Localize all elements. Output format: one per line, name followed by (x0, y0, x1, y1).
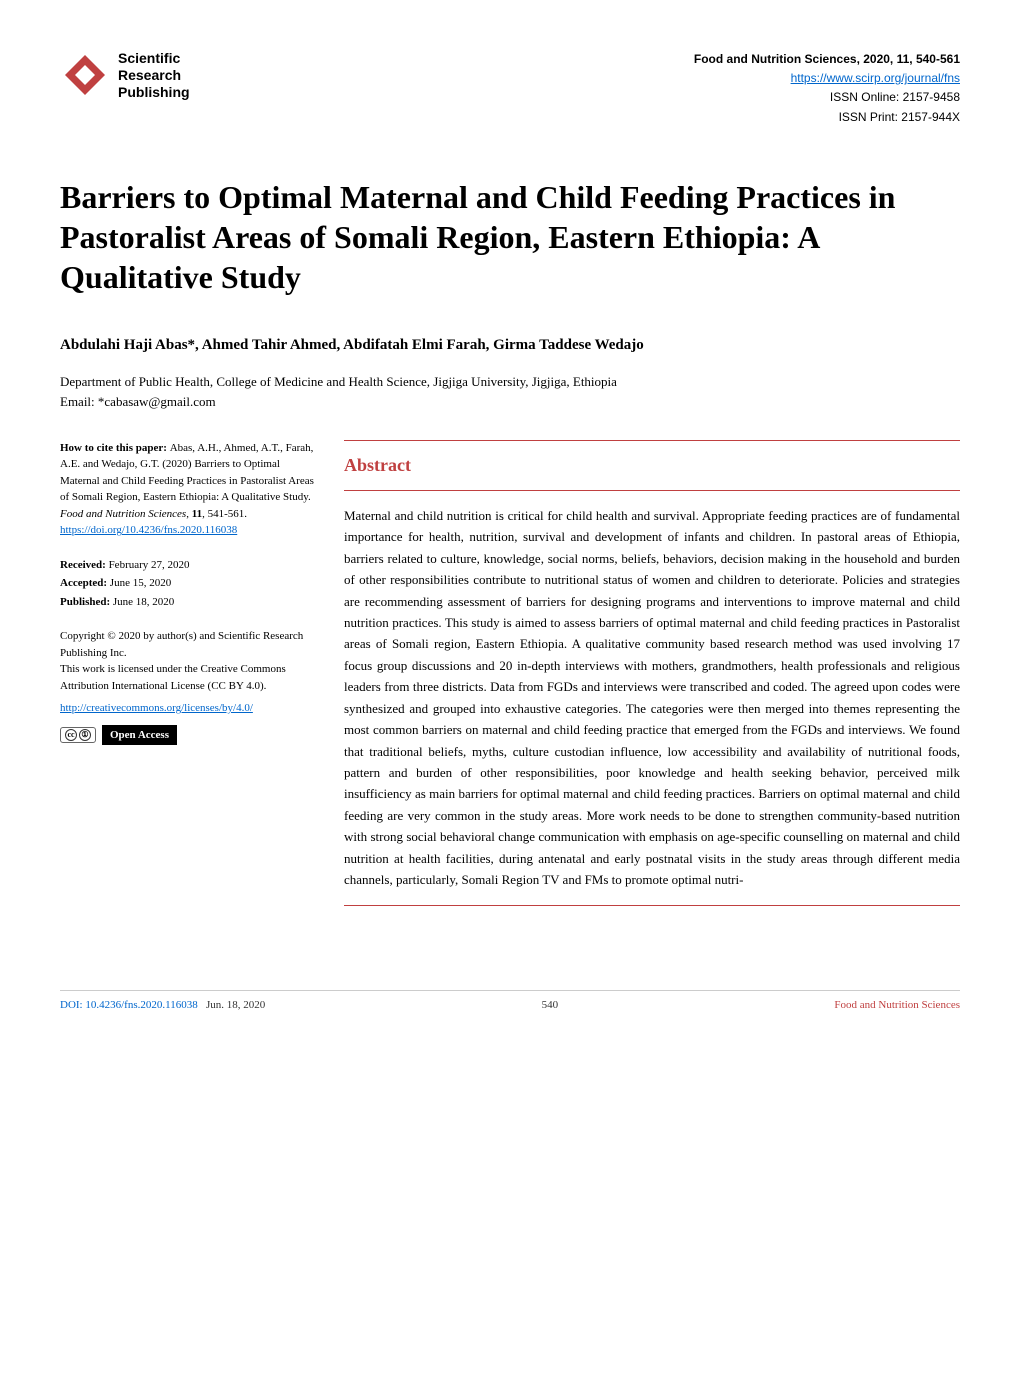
page-footer: DOI: 10.4236/fns.2020.116038 Jun. 18, 20… (60, 990, 960, 1011)
abstract-section: Abstract Maternal and child nutrition is… (344, 440, 960, 920)
footer-page: 540 (542, 999, 559, 1011)
page-header: Scientific Research Publishing Food and … (60, 50, 960, 127)
footer-journal: Food and Nutrition Sciences (834, 999, 960, 1011)
abstract-text: Maternal and child nutrition is critical… (344, 505, 960, 891)
sidebar: How to cite this paper: Abas, A.H., Ahme… (60, 440, 320, 920)
publisher-logo: Scientific Research Publishing (60, 50, 190, 100)
cc-icon: cc (65, 729, 77, 741)
journal-url-link[interactable]: https://www.scirp.org/journal/fns (791, 71, 960, 85)
main-content: How to cite this paper: Abas, A.H., Ahme… (60, 440, 960, 920)
journal-metadata: Food and Nutrition Sciences, 2020, 11, 5… (694, 50, 960, 127)
affiliation: Department of Public Health, College of … (60, 374, 960, 390)
abstract-heading: Abstract (344, 455, 960, 476)
copyright-block: Copyright © 2020 by author(s) and Scient… (60, 628, 320, 694)
cite-label: How to cite this paper: (60, 442, 170, 454)
by-icon: ① (79, 729, 91, 741)
publisher-name: Scientific Research Publishing (118, 50, 190, 100)
published-date: Published: June 18, 2020 (60, 594, 320, 611)
dates-block: Received: February 27, 2020 Accepted: Ju… (60, 557, 320, 611)
abstract-separator-mid (344, 490, 960, 491)
cc-badge: cc ① (60, 727, 96, 743)
abstract-separator-bottom (344, 905, 960, 906)
cite-volume: 11 (192, 508, 202, 520)
open-access-label: Open Access (102, 725, 177, 746)
received-date: Received: February 27, 2020 (60, 557, 320, 574)
journal-title: Food and Nutrition Sciences, 2020, 11, 5… (694, 50, 960, 69)
issn-print: ISSN Print: 2157-944X (694, 108, 960, 127)
doi-link[interactable]: https://doi.org/10.4236/fns.2020.116038 (60, 524, 237, 536)
copyright-text: Copyright © 2020 by author(s) and Scient… (60, 628, 320, 661)
open-access-badge: cc ① Open Access (60, 725, 320, 746)
issn-online: ISSN Online: 2157-9458 (694, 88, 960, 107)
cite-pages: , 541-561. (202, 508, 247, 520)
authors-list: Abdulahi Haji Abas*, Ahmed Tahir Ahmed, … (60, 337, 960, 354)
logo-line1: Scientific (118, 50, 190, 67)
corresponding-email: Email: *cabasaw@gmail.com (60, 394, 960, 410)
accepted-date: Accepted: June 15, 2020 (60, 575, 320, 592)
cite-journal: Food and Nutrition Sciences (60, 508, 186, 520)
abstract-separator-top (344, 440, 960, 441)
footer-doi: DOI: 10.4236/fns.2020.116038 Jun. 18, 20… (60, 999, 265, 1011)
article-title: Barriers to Optimal Maternal and Child F… (60, 177, 960, 297)
logo-line3: Publishing (118, 84, 190, 101)
logo-line2: Research (118, 67, 190, 84)
citation-block: How to cite this paper: Abas, A.H., Ahme… (60, 440, 320, 539)
scirp-logo-icon (60, 50, 110, 100)
license-url-link[interactable]: http://creativecommons.org/licenses/by/4… (60, 700, 320, 717)
license-text: This work is licensed under the Creative… (60, 661, 320, 694)
